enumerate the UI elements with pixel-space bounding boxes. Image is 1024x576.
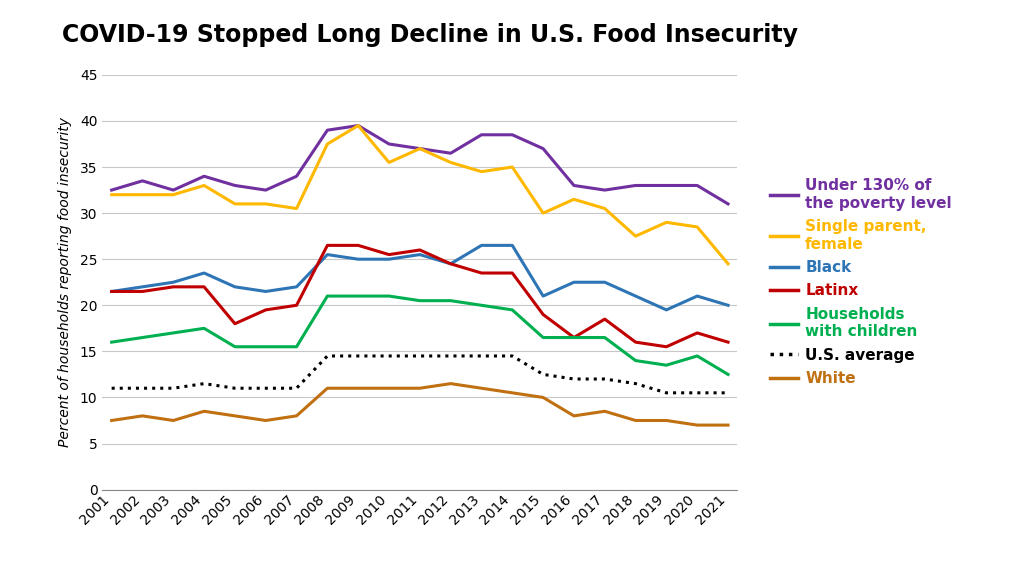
Text: COVID-19 Stopped Long Decline in U.S. Food Insecurity: COVID-19 Stopped Long Decline in U.S. Fo…	[62, 23, 798, 47]
Legend: Under 130% of
the poverty level, Single parent,
female, Black, Latinx, Household: Under 130% of the poverty level, Single …	[764, 172, 957, 392]
Y-axis label: Percent of households reporting food insecurity: Percent of households reporting food ins…	[57, 118, 72, 447]
